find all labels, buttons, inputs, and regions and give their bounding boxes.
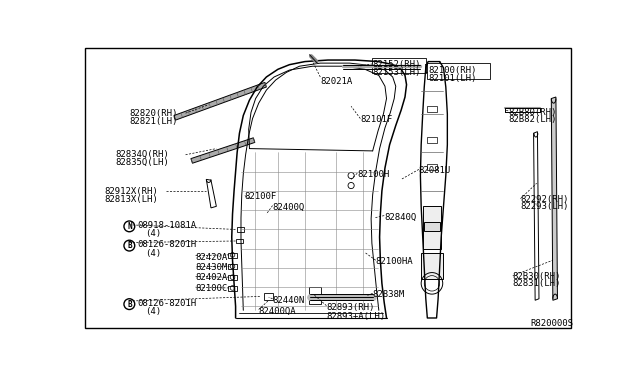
Text: B: B [127, 299, 132, 309]
Text: 82821(LH): 82821(LH) [129, 117, 178, 126]
Bar [308, 287, 321, 304]
Bar [428, 106, 436, 112]
Text: 08126-8201H: 08126-8201H [137, 240, 196, 249]
Text: 82101F: 82101F [360, 115, 392, 125]
Text: B: B [127, 241, 132, 250]
Polygon shape [206, 179, 216, 208]
Text: 82402A: 82402A [196, 273, 228, 282]
Polygon shape [551, 97, 557, 300]
Text: 82834Q(RH): 82834Q(RH) [115, 150, 169, 159]
Bar [428, 164, 436, 170]
Text: 82B80(RH): 82B80(RH) [508, 108, 557, 117]
Text: 82893+A(LH): 82893+A(LH) [326, 312, 385, 321]
Text: 82840Q: 82840Q [384, 212, 417, 221]
Text: 08126-8201H: 08126-8201H [137, 299, 196, 308]
Text: (4): (4) [145, 230, 161, 238]
Text: 82101(LH): 82101(LH) [428, 74, 476, 83]
Text: 82420A: 82420A [196, 253, 228, 262]
Text: 82893(RH): 82893(RH) [326, 303, 375, 312]
Text: 82100H: 82100H [357, 170, 390, 179]
Text: R820000S: R820000S [531, 319, 573, 328]
Text: 82912X(RH): 82912X(RH) [105, 187, 159, 196]
Bar [422, 206, 441, 249]
Text: 82292(RH): 82292(RH) [520, 195, 569, 204]
Text: 82838M: 82838M [372, 290, 405, 299]
FancyBboxPatch shape [427, 63, 490, 78]
Bar [228, 253, 237, 258]
Text: 82400QA: 82400QA [259, 307, 296, 316]
Text: 82430M: 82430M [196, 263, 228, 272]
Bar [421, 253, 443, 279]
Bar [228, 264, 237, 269]
Text: 82100(RH): 82100(RH) [428, 66, 476, 75]
Bar [228, 275, 237, 280]
Text: 82B82(LH): 82B82(LH) [508, 115, 557, 125]
Text: 82400Q: 82400Q [273, 202, 305, 212]
Text: 82100F: 82100F [245, 192, 277, 202]
Text: 82820(RH): 82820(RH) [129, 109, 178, 118]
Text: 82081U: 82081U [419, 166, 451, 175]
Text: 82100C: 82100C [196, 284, 228, 293]
Bar [237, 227, 244, 232]
Polygon shape [191, 138, 255, 163]
Text: 82152(RH): 82152(RH) [372, 60, 421, 69]
Bar [236, 239, 243, 243]
Text: 82153(LH): 82153(LH) [372, 68, 421, 77]
Text: 08918-1081A: 08918-1081A [137, 221, 196, 230]
Polygon shape [174, 82, 266, 120]
Bar [428, 137, 436, 143]
Text: (4): (4) [145, 249, 161, 258]
Text: 82B30(RH): 82B30(RH) [513, 272, 561, 281]
Bar [228, 286, 237, 291]
Text: (4): (4) [145, 307, 161, 316]
Text: 82293(LH): 82293(LH) [520, 202, 569, 212]
Text: 82100HA: 82100HA [376, 257, 413, 266]
Text: 82831(LH): 82831(LH) [513, 279, 561, 289]
Bar [424, 222, 440, 231]
FancyBboxPatch shape [372, 58, 426, 73]
Text: 82813X(LH): 82813X(LH) [105, 195, 159, 204]
Text: 82021A: 82021A [320, 77, 353, 86]
Bar [264, 294, 273, 300]
Polygon shape [534, 132, 539, 300]
Text: 82440N: 82440N [273, 296, 305, 305]
Text: N: N [127, 222, 132, 231]
Text: 82835Q(LH): 82835Q(LH) [115, 158, 169, 167]
